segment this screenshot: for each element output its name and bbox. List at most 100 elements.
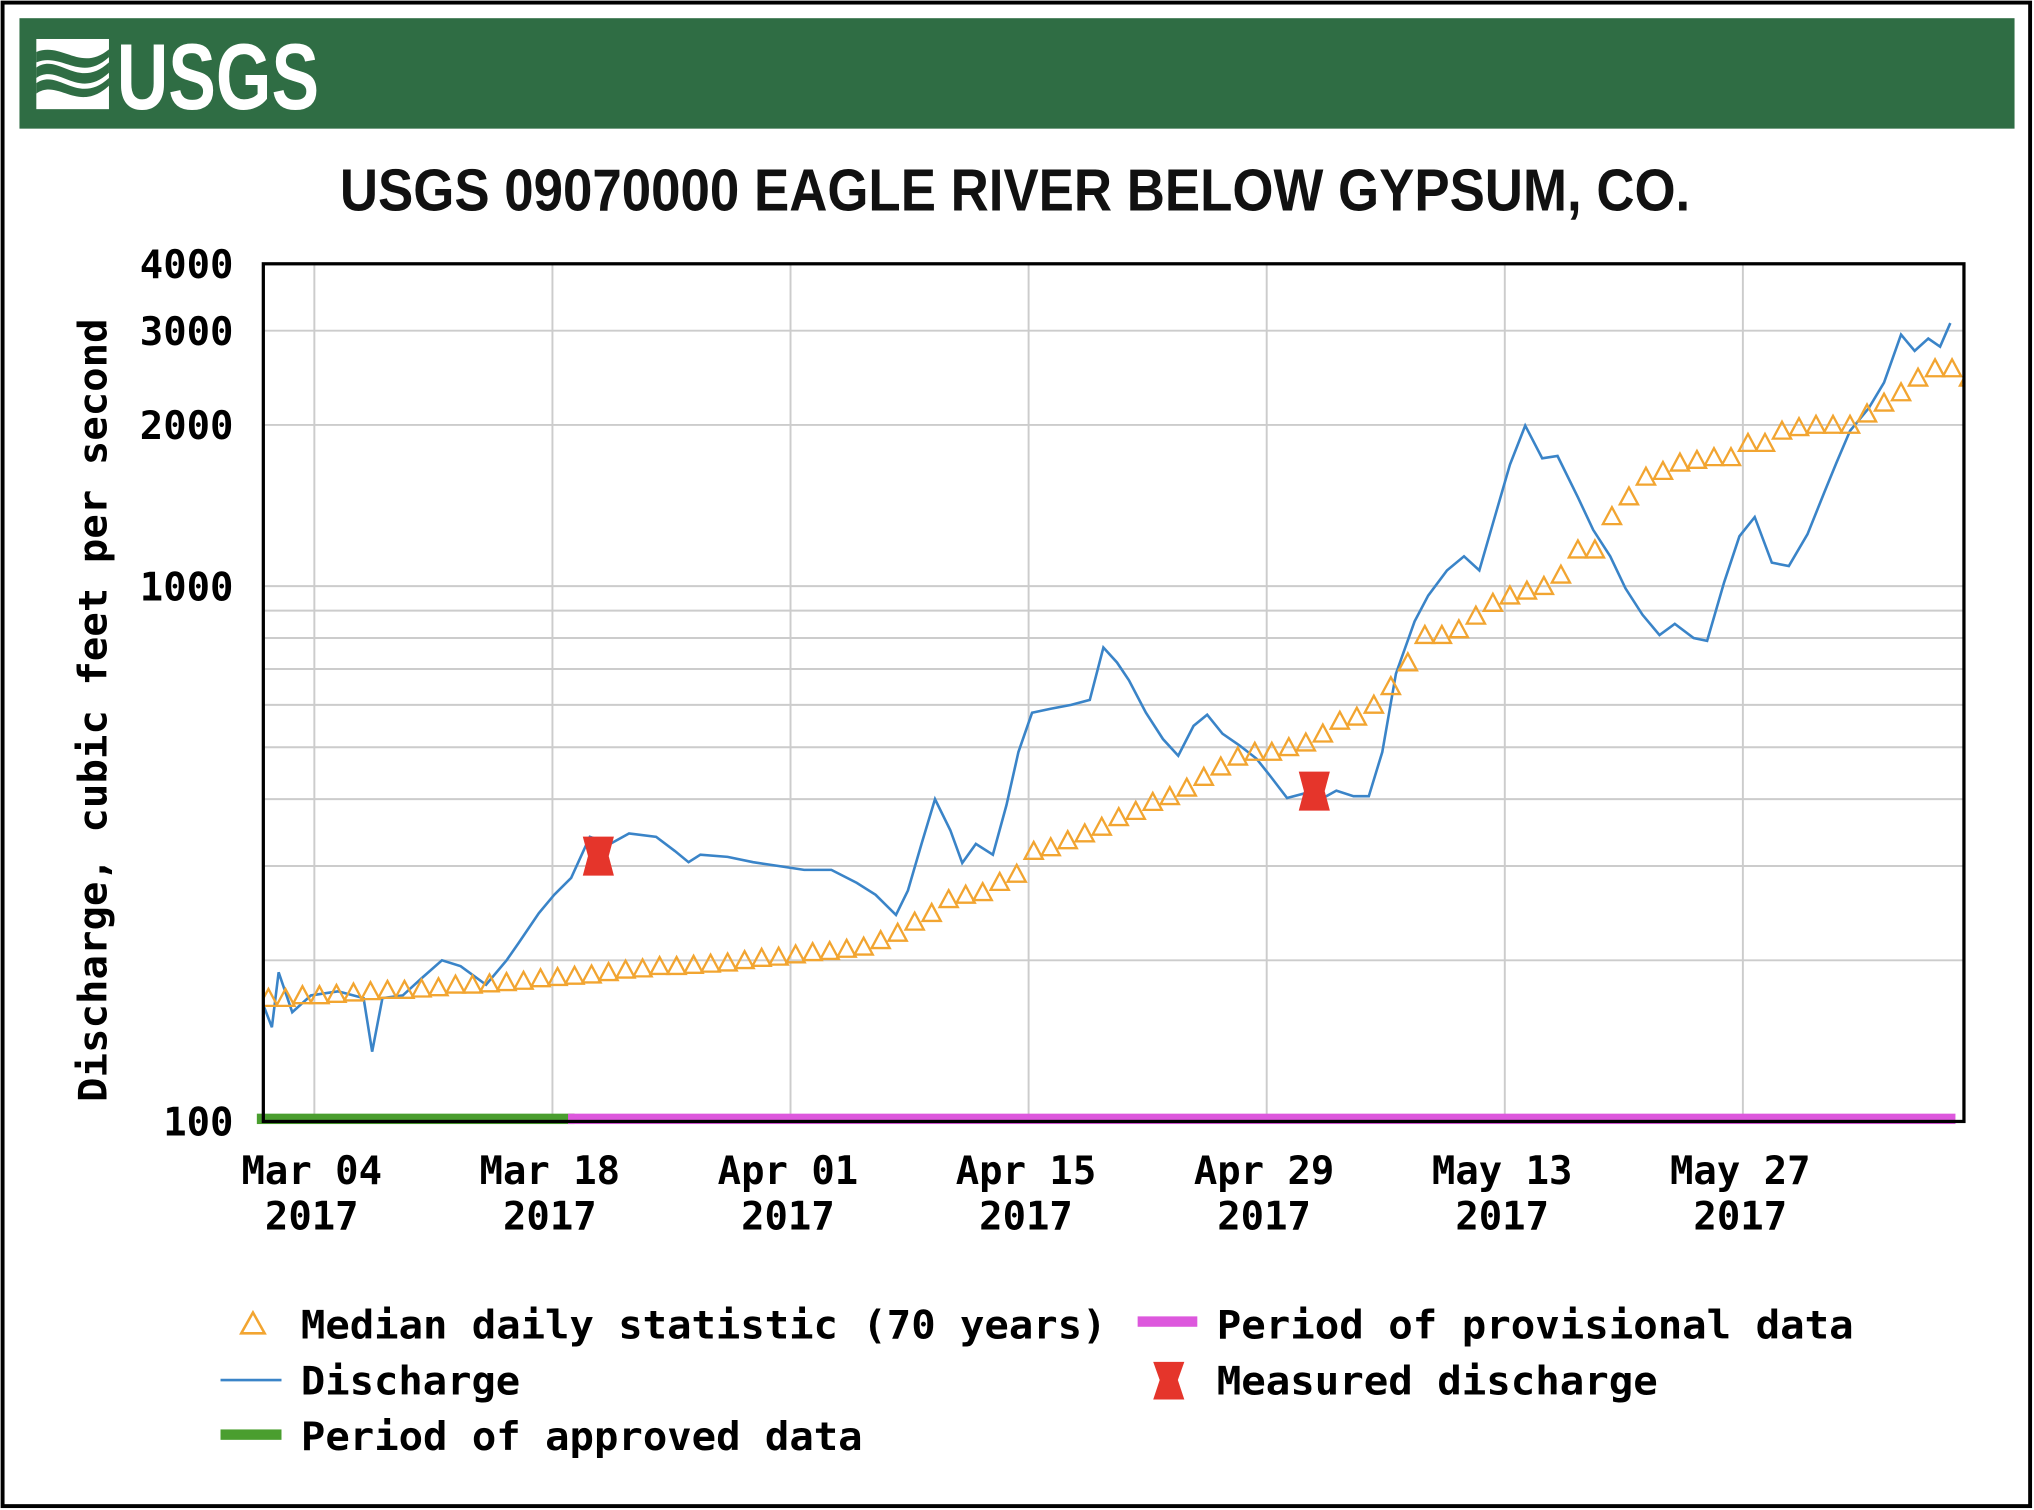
period-bars xyxy=(256,1113,1956,1125)
median-triangle-marker xyxy=(1532,574,1555,596)
median-triangle-marker xyxy=(1226,745,1249,766)
median-triangle-marker xyxy=(1753,431,1777,453)
x-tick-label-year: 2017 xyxy=(741,1194,835,1239)
median-triangle-marker xyxy=(580,963,603,984)
median-triangle-marker xyxy=(1634,465,1657,486)
median-triangle-marker xyxy=(1685,448,1708,469)
median-triangle-marker xyxy=(529,966,552,988)
median-triangle-marker xyxy=(1855,402,1879,423)
median-triangle-marker xyxy=(1039,835,1062,857)
median-triangle-marker xyxy=(1175,776,1198,797)
median-triangle-marker xyxy=(1838,413,1862,434)
median-triangle-marker xyxy=(733,948,756,970)
median-triangle-marker xyxy=(1906,366,1930,387)
provisional-period-bar xyxy=(568,1113,1956,1125)
median-triangle-marker xyxy=(427,975,450,997)
legend-item-provisional: Period of provisional data xyxy=(1137,1303,1854,1348)
median-triangle-marker xyxy=(563,964,586,985)
triangle-icon xyxy=(239,1309,267,1335)
median-triangle-marker xyxy=(1294,731,1317,752)
median-triangle-marker xyxy=(1056,828,1079,850)
median-triangle-marker xyxy=(1124,799,1147,821)
legend-item-measured: Measured discharge xyxy=(1153,1359,1658,1404)
median-triangle-marker xyxy=(1107,805,1130,827)
median-triangle-marker xyxy=(512,969,535,990)
median-triangle-marker xyxy=(1566,538,1589,559)
median-triangle-marker xyxy=(308,983,331,1005)
median-triangle-marker xyxy=(1702,445,1725,467)
median-triangle-marker xyxy=(767,945,790,966)
median-triangle-marker xyxy=(631,957,654,978)
median-triangle-marker xyxy=(937,887,960,909)
median-triangle-marker xyxy=(1872,391,1896,412)
median-triangle-marker xyxy=(1924,356,1947,378)
median-triangle-marker xyxy=(1396,650,1419,672)
median-triangle-marker xyxy=(1464,604,1487,625)
x-tick-label-date: Apr 15 xyxy=(956,1149,1097,1194)
median-triangle-marker xyxy=(1770,419,1794,440)
usgs-wave-icon xyxy=(36,38,109,110)
median-triangle-marker xyxy=(1073,821,1096,843)
x-tick-label-year: 2017 xyxy=(1217,1194,1311,1239)
median-triangle-marker xyxy=(1889,380,1913,402)
median-triangle-marker xyxy=(1209,755,1232,776)
median-triangle-marker xyxy=(1617,484,1640,506)
x-tick-label-year: 2017 xyxy=(979,1194,1073,1239)
y-tick-label: 3000 xyxy=(140,310,234,355)
median-triangle-marker xyxy=(716,951,739,972)
median-triangle-marker xyxy=(665,954,688,976)
median-triangle-marker xyxy=(699,952,722,973)
median-triangle-marker xyxy=(1447,617,1470,639)
y-tick-label: 4000 xyxy=(140,243,234,288)
median-triangle-marker xyxy=(359,979,382,1001)
median-triangle-marker xyxy=(954,883,977,904)
median-triangle-marker xyxy=(1719,445,1742,467)
chart-title: USGS 09070000 EAGLE RIVER BELOW GYPSUM, … xyxy=(340,156,1690,223)
usgs-banner xyxy=(19,18,2015,129)
legend-label: Median daily statistic (70 years) xyxy=(301,1303,1107,1348)
median-triangle-marker xyxy=(1090,815,1113,836)
median-triangle-marker xyxy=(1345,705,1368,726)
median-triangle-marker xyxy=(818,939,841,961)
median-triangle-marker xyxy=(988,870,1011,892)
median-triangle-marker xyxy=(1022,839,1045,860)
median-triangle-marker xyxy=(869,928,892,950)
median-triangle-marker xyxy=(1328,709,1351,730)
pink-bar-swatch xyxy=(1137,1316,1198,1327)
median-triangle-marker xyxy=(325,982,348,1003)
x-tick-label-year: 2017 xyxy=(503,1194,597,1239)
median-triangle-marker xyxy=(920,901,943,923)
legend-item-approved: Period of approved data xyxy=(220,1415,863,1460)
median-triangle-marker xyxy=(478,971,501,993)
x-tick-label-year: 2017 xyxy=(265,1194,359,1239)
x-tick-label-date: May 27 xyxy=(1670,1149,1811,1194)
median-triangle-marker xyxy=(1311,722,1334,743)
legend-label: Discharge xyxy=(301,1359,520,1404)
median-triangle-marker xyxy=(410,977,433,998)
y-tick-label: 1000 xyxy=(140,565,234,610)
median-triangle-marker xyxy=(1651,459,1674,481)
median-triangle-marker xyxy=(1600,504,1623,526)
median-triangle-marker xyxy=(1243,740,1266,761)
median-triangle-marker xyxy=(597,960,620,982)
median-triangle-marker xyxy=(1430,623,1453,645)
y-axis-ticks: 100 1000 2000 3000 4000 xyxy=(140,243,234,1146)
median-triangle-marker xyxy=(682,953,705,974)
median-triangle-marker xyxy=(1736,431,1760,453)
y-tick-label: 2000 xyxy=(140,404,234,449)
measured-discharge-marker xyxy=(582,836,614,876)
median-triangle-marker xyxy=(971,880,994,902)
median-triangle-marker xyxy=(393,978,416,999)
legend-label: Period of approved data xyxy=(301,1415,863,1460)
median-triangle-marker xyxy=(784,942,807,964)
median-triangle-marker xyxy=(1379,674,1402,696)
legend-label: Period of provisional data xyxy=(1217,1303,1854,1348)
median-triangle-marker xyxy=(750,946,773,967)
x-tick-label-date: Mar 04 xyxy=(241,1149,382,1194)
y-tick-label: 100 xyxy=(163,1101,233,1146)
median-triangle-marker xyxy=(376,978,399,999)
median-triangle-marker xyxy=(1549,563,1572,584)
